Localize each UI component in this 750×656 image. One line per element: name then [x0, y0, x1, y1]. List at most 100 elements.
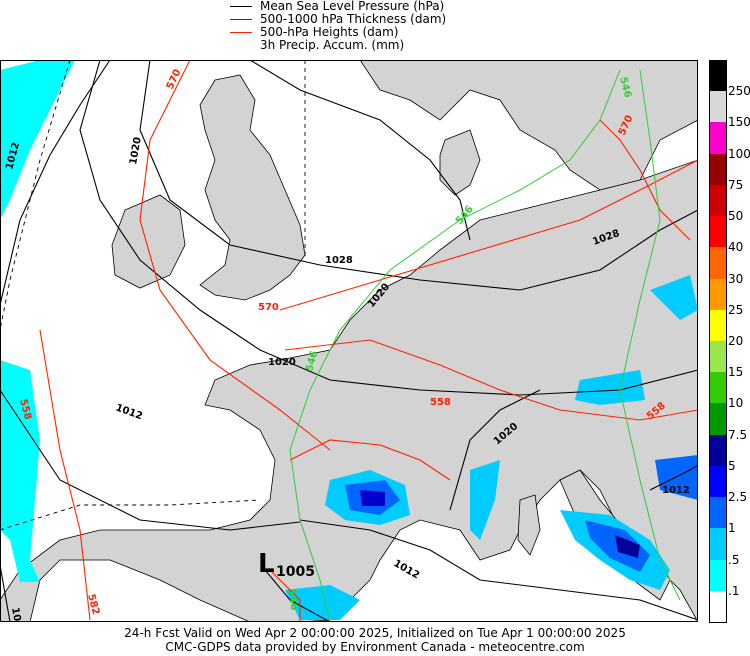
precip-colorscale: 250 150 100 75 50 40 30 25 20 15 10 7.5 5 2.5 1 .5 .1	[709, 60, 750, 623]
height-line	[289, 439, 451, 481]
weather-map: 1012 1020 1028 1020 1012 1020 1028 1012 …	[0, 60, 698, 622]
colorscale-swatch	[709, 91, 727, 123]
height-lines	[39, 60, 698, 622]
map-legend: Mean Sea Level Pressure (hPa) 500-1000 h…	[0, 0, 750, 58]
colorscale-swatch	[709, 341, 727, 373]
colorscale-swatch	[709, 184, 727, 217]
precip-italy-core	[615, 535, 640, 558]
land-scandinavia	[359, 60, 698, 191]
isobar-line	[79, 60, 698, 396]
colorscale-swatch	[709, 590, 727, 623]
isobar-lines	[0, 60, 698, 622]
height-line	[269, 569, 301, 622]
thickness-line	[619, 69, 681, 601]
colorscale-label: 150	[728, 115, 750, 130]
precip-france-core	[360, 490, 385, 506]
legend-line-black	[230, 6, 252, 7]
colorscale-swatch	[709, 434, 727, 466]
colorscale-label: 250	[728, 84, 750, 99]
colorscale-label: 100	[728, 146, 750, 161]
precip-balkans	[655, 455, 698, 500]
land-denmark	[439, 129, 481, 196]
valid-time-text: 24-h Fcst Valid on Wed Apr 2 00:00:00 20…	[124, 626, 626, 640]
land-ireland	[111, 194, 186, 289]
colorscale-swatch	[709, 465, 727, 498]
colorscale-swatch	[709, 528, 727, 560]
colorscale-swatch	[709, 278, 727, 310]
colorscale-swatch	[709, 216, 727, 248]
data-credit-text: CMC-GDPS data provided by Environment Ca…	[165, 640, 585, 654]
low-pressure-value: 1005	[276, 564, 315, 580]
map-footer: 24-h Fcst Valid on Wed Apr 2 00:00:00 20…	[0, 624, 750, 656]
low-pressure-symbol: L	[258, 549, 275, 579]
thickness-label: 546	[285, 589, 299, 612]
colorscale-swatch	[709, 247, 727, 279]
precip-iberia	[285, 585, 360, 620]
colorscale-swatch	[709, 403, 727, 435]
isobar-line	[649, 464, 698, 491]
isobar-label: 1004	[9, 607, 25, 622]
land-great-britain	[199, 74, 306, 301]
colorscale-swatch	[709, 309, 727, 341]
colorscale-label: 1	[728, 521, 736, 536]
legend-label: 3h Precip. Accum. (mm)	[260, 38, 405, 52]
land-corsica	[517, 494, 541, 556]
graticule-lines	[0, 60, 306, 531]
height-line	[284, 339, 698, 421]
isobar-line	[0, 60, 111, 306]
isobar-line	[0, 389, 301, 531]
colorscale-label: .5	[728, 552, 740, 567]
map-frame	[0, 60, 698, 622]
colorscale-swatch	[709, 497, 727, 529]
thickness-line	[289, 69, 621, 622]
isobar-line	[139, 60, 698, 291]
colorscale-label: 10	[728, 396, 744, 411]
colorscale-label: 7.5	[728, 427, 748, 442]
colorscale-label: 75	[728, 177, 744, 192]
legend-label: Mean Sea Level Pressure (hPa)	[260, 0, 445, 13]
colorscale-label: 15	[728, 365, 744, 380]
isobar-label: 1012	[662, 485, 690, 496]
height-label: 558	[430, 397, 451, 408]
isobar-label: 1020	[128, 136, 144, 165]
height-line	[139, 60, 331, 451]
colorscale-swatch	[709, 60, 727, 93]
precip-hungary	[575, 370, 645, 405]
isobar-line	[264, 569, 331, 622]
colorscale-label: 20	[728, 334, 744, 348]
isobar-line	[449, 389, 541, 511]
colorscale-label: 5	[728, 458, 736, 473]
precip-areas	[0, 60, 698, 620]
colorscale-swatch	[709, 559, 727, 591]
height-label: 558	[17, 398, 33, 421]
thickness-lines	[289, 69, 681, 622]
height-line	[599, 119, 691, 241]
isobar-line	[0, 564, 11, 622]
thickness-label: 546	[304, 350, 320, 373]
legend-label: 500-hPa Heights (dam)	[260, 25, 399, 39]
precip-atlantic-north	[0, 60, 75, 220]
graticule-line	[0, 499, 261, 531]
height-label: 582	[85, 593, 101, 616]
isobar-label: 1020	[268, 357, 296, 368]
colorscale-label: 2.5	[728, 490, 748, 505]
colorscale-label: 30	[728, 271, 744, 286]
colorscale-label: 25	[728, 302, 744, 317]
colorscale-label: 50	[728, 209, 744, 224]
height-line	[279, 159, 698, 311]
colorscale-swatch	[709, 122, 727, 154]
colorscale-swatch	[709, 372, 727, 404]
legend-label: 500-1000 hPa Thickness (dam)	[260, 12, 447, 26]
height-label: 570	[258, 302, 279, 313]
colorscale-label: 40	[728, 240, 744, 255]
land-masses	[0, 60, 698, 622]
precip-alps	[470, 460, 500, 540]
precip-poland	[650, 275, 698, 320]
isobar-label: 1028	[325, 255, 353, 266]
legend-line-blue	[230, 19, 252, 20]
isobar-line	[249, 60, 471, 241]
colorscale-label: .1	[728, 583, 740, 598]
isobar-line	[299, 519, 698, 621]
legend-line-red	[230, 32, 252, 33]
height-line	[39, 329, 91, 621]
